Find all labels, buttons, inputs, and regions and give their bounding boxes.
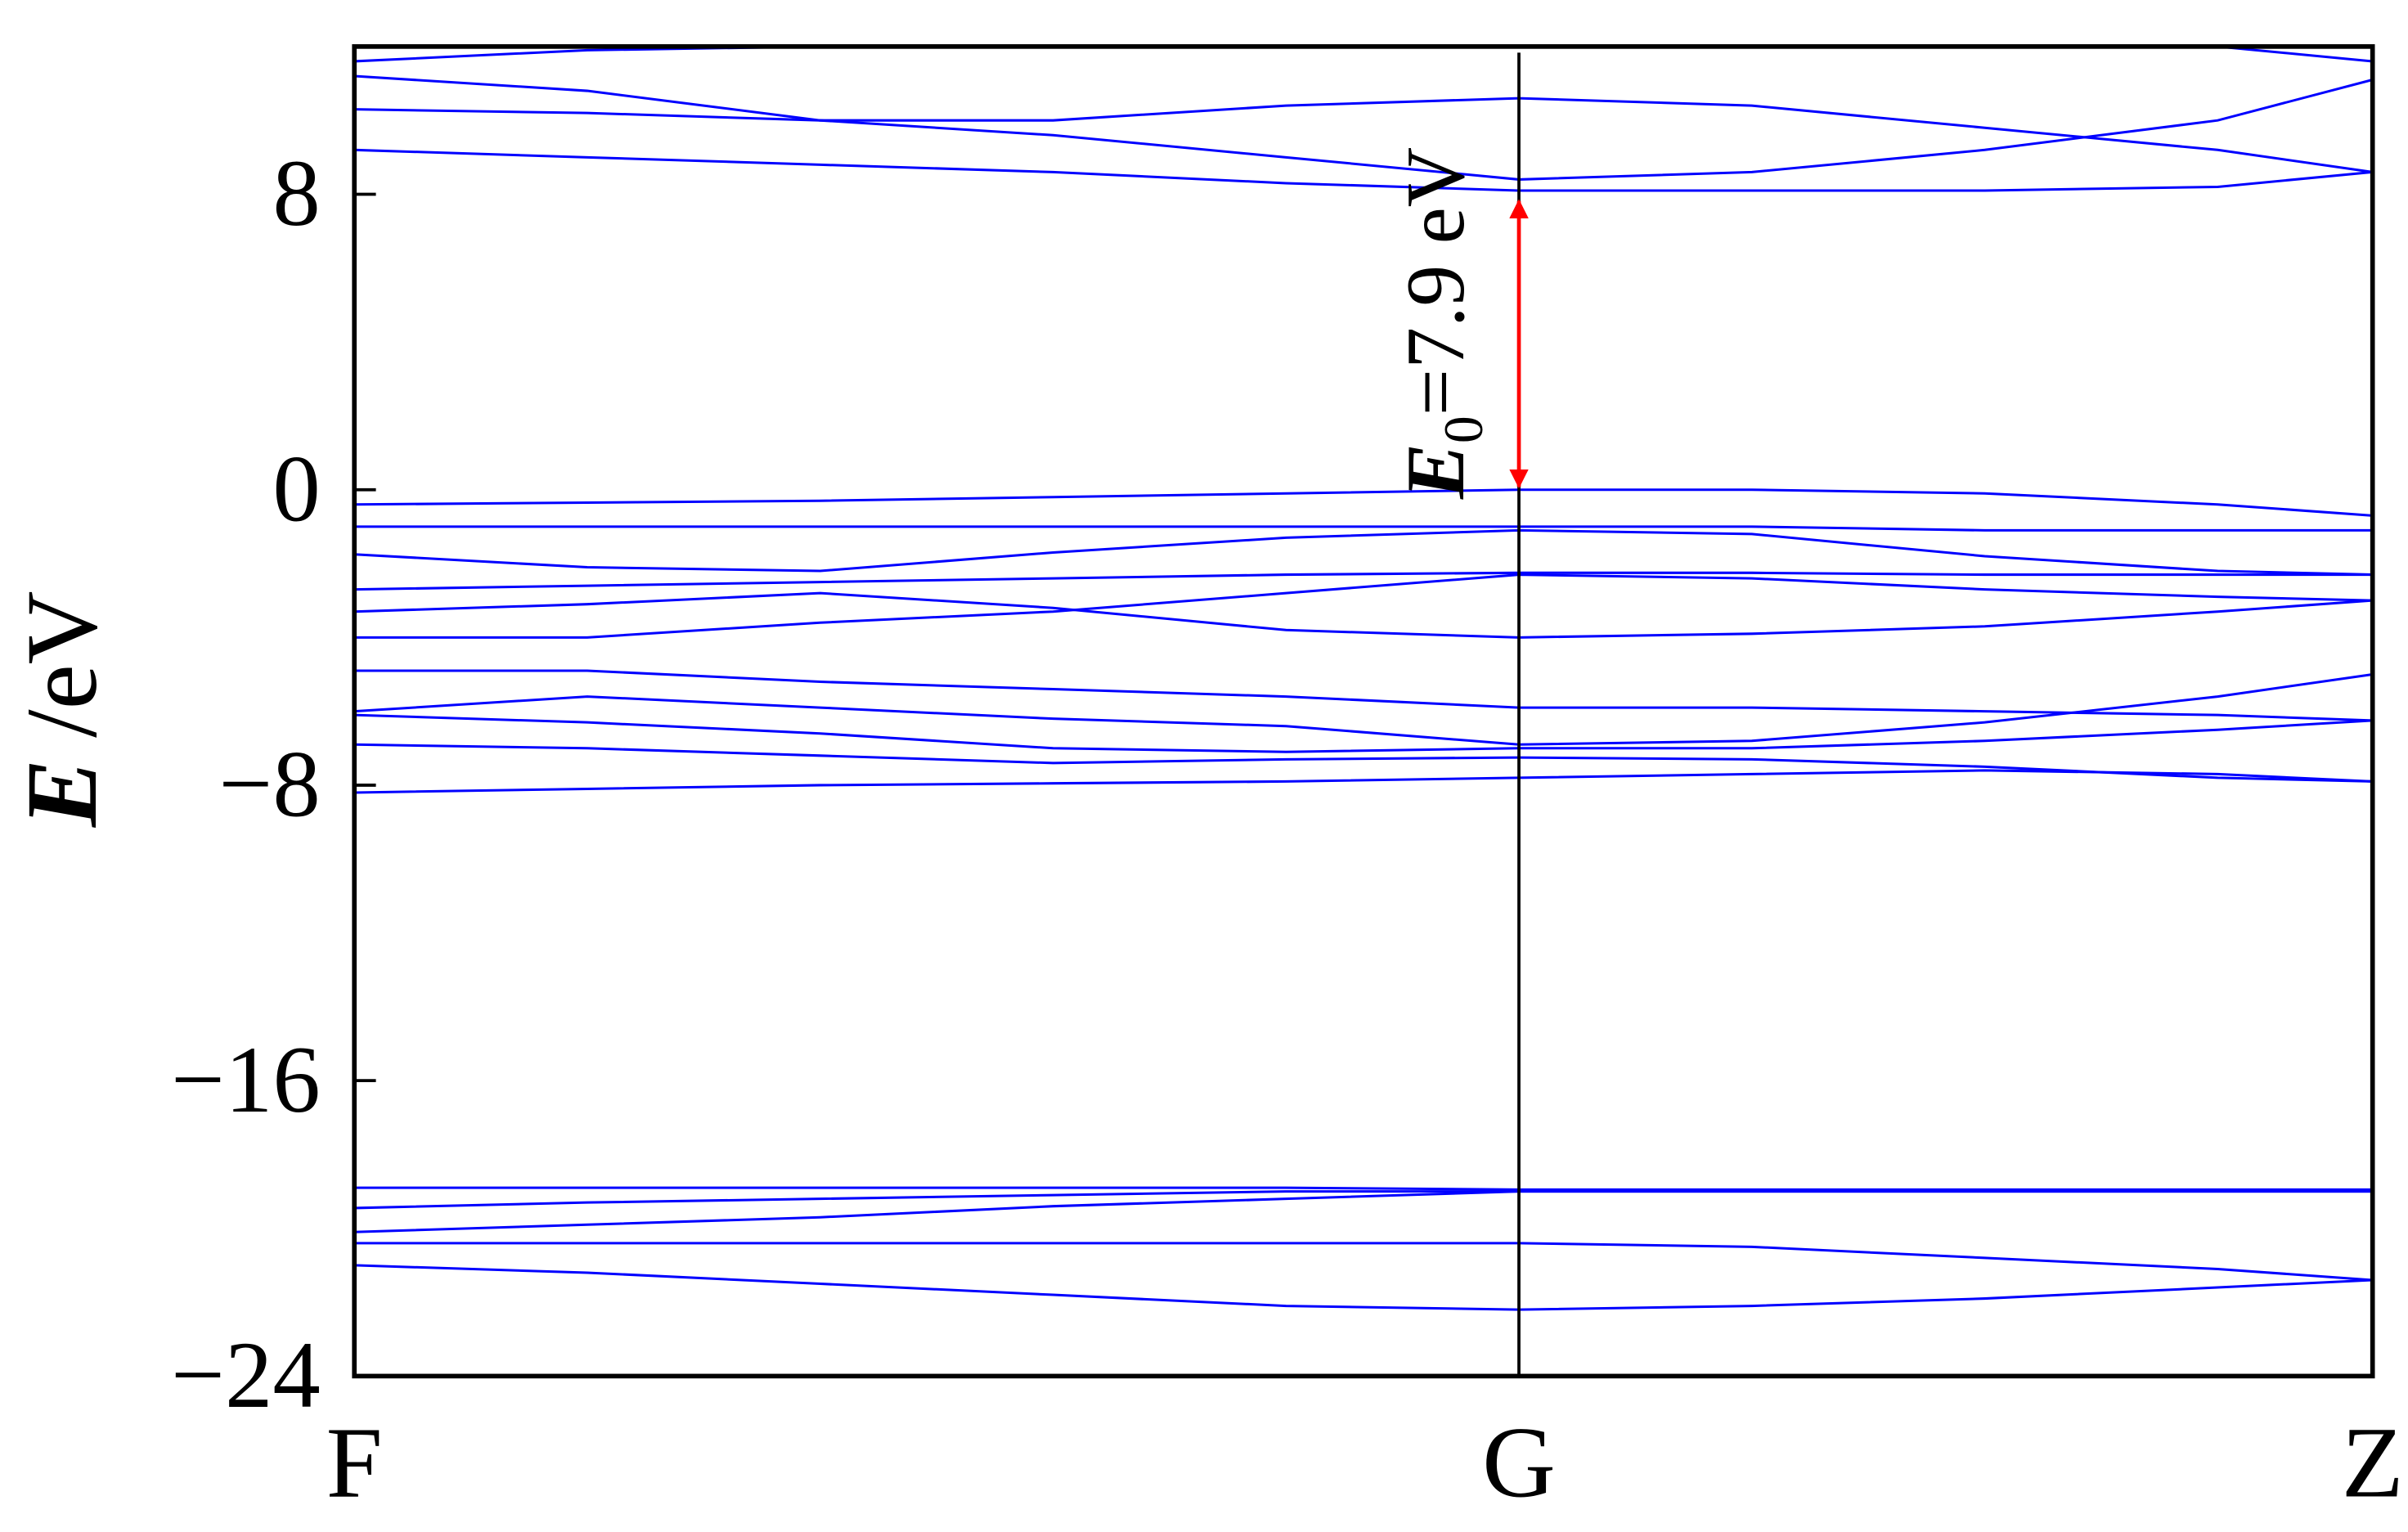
band-line	[354, 1242, 2373, 1282]
y-tick-label: −16	[171, 1027, 321, 1133]
band-line	[354, 1264, 2373, 1311]
band-line	[354, 672, 2373, 746]
band-line	[354, 528, 2373, 577]
band-line	[354, 79, 2374, 181]
x-tick-label: G	[1482, 1405, 1556, 1518]
band-line	[354, 669, 2373, 722]
y-tick-label: 0	[272, 436, 320, 541]
band-line	[354, 148, 2373, 192]
annotation-symbol: E	[1390, 443, 1482, 500]
y-tick-label: 8	[272, 141, 320, 246]
band-line	[354, 488, 2373, 517]
band-line	[354, 1186, 2373, 1191]
y-label-symbol: E	[5, 759, 118, 828]
band-line	[354, 1190, 2373, 1210]
band-line	[354, 525, 2373, 532]
x-tick-label: F	[326, 1405, 383, 1518]
band-line	[354, 74, 2373, 173]
band-line	[354, 571, 2373, 591]
gap-annotation: E0=7.9 eV	[1390, 147, 1494, 500]
y-tick-label: −8	[219, 732, 321, 838]
x-tick-label: Z	[2342, 1405, 2404, 1518]
y-axis-label: E/eV	[5, 591, 118, 828]
band-line	[354, 769, 2373, 794]
band-line	[354, 591, 2373, 639]
band-line	[354, 1190, 2373, 1233]
band-line	[354, 573, 2373, 639]
band-line	[354, 713, 2373, 753]
annotation-subscript: 0	[1433, 416, 1494, 443]
y-label-unit: /eV	[5, 591, 118, 737]
y-tick-label: −24	[171, 1323, 321, 1428]
plot-frame	[352, 44, 2375, 1379]
annotation-text: =7.9 eV	[1390, 147, 1482, 416]
